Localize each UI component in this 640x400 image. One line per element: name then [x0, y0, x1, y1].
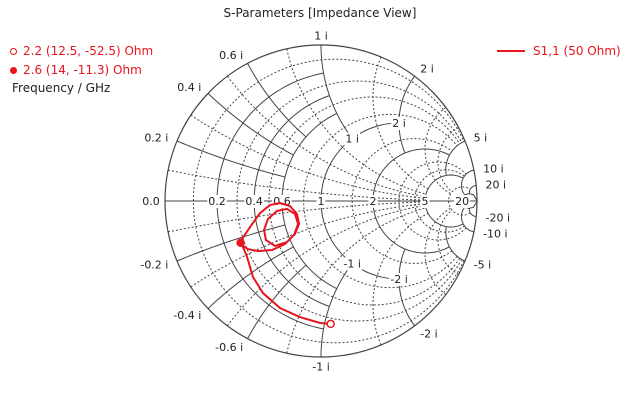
reactance-gridline-minor: [424, 207, 451, 295]
reactance-tick-label-inner: 2 i: [392, 117, 406, 130]
reactance-tick-label: -0.2 i: [140, 259, 168, 272]
reactance-gridline: [320, 263, 353, 358]
tick-label-background: [420, 195, 430, 208]
reactance-gridline: [468, 208, 477, 218]
reactance-gridline-minor: [437, 209, 459, 275]
reactance-tick-label: 20 i: [486, 179, 507, 192]
reactance-tick-label-inner: -1 i: [343, 257, 361, 270]
tick-label-background: [454, 195, 471, 208]
reactance-gridline: [445, 226, 466, 262]
open-circle-marker-icon: [10, 47, 17, 55]
legend: S1,1 (50 Ohm): [497, 44, 621, 58]
s11-trace: [238, 201, 331, 325]
resistance-tick-label: 5: [422, 195, 429, 208]
filled-marker-point: [236, 238, 245, 247]
reactance-gridline: [460, 206, 475, 233]
reactance-tick-label: 10 i: [483, 162, 504, 175]
reactance-tick-label: 0.2 i: [144, 131, 168, 144]
reactance-gridline: [398, 75, 416, 154]
marker-1-label: 2.2 (12.5, -52.5) Ohm: [23, 44, 154, 58]
marker-2-label: 2.6 (14, -11.3) Ohm: [23, 63, 142, 77]
reactance-gridline-minor: [372, 56, 429, 190]
reactance-tick-label: -10 i: [483, 228, 508, 241]
marker-readout-1: 2.2 (12.5, -52.5) Ohm: [10, 44, 153, 58]
tick-label-background: [141, 195, 161, 208]
reactance-gridline: [445, 140, 466, 176]
tick-label-background: [244, 195, 264, 208]
reactance-gridline: [320, 44, 353, 139]
tick-label-background: [316, 195, 326, 208]
reactance-gridline: [468, 184, 477, 194]
resistance-tick-label: 0.4: [245, 195, 263, 208]
resistance-tick-label: 0.2: [208, 195, 226, 208]
reactance-tick-label: -0.6 i: [215, 341, 243, 354]
reactance-gridline-minor: [227, 204, 426, 327]
reactance-gridline-minor: [190, 203, 426, 288]
reactance-gridline: [247, 63, 307, 138]
reactance-gridline-minor: [437, 127, 459, 193]
marker-readout-2: 2.6 (14, -11.3) Ohm: [10, 63, 142, 77]
tick-label-background: [389, 273, 409, 286]
reactance-tick-label: 2 i: [420, 63, 434, 76]
reactance-gridline: [207, 93, 294, 156]
reactance-gridline: [460, 169, 475, 196]
reactance-tick-label-inner: -2 i: [390, 273, 408, 286]
reactance-gridline-minor: [227, 75, 426, 198]
reactance-tick-label: -20 i: [486, 211, 511, 224]
resistance-tick-label: 0.0: [142, 195, 160, 208]
reactance-gridline-minor: [286, 48, 427, 195]
legend-line-swatch: [497, 50, 525, 52]
resistance-tick-label: 1: [318, 195, 325, 208]
tick-label-background: [344, 132, 360, 146]
reactance-tick-label: 5 i: [474, 131, 488, 144]
legend-label: S1,1 (50 Ohm): [533, 44, 621, 58]
open-marker-point: [326, 319, 335, 329]
reactance-gridline: [176, 224, 286, 262]
reactance-tick-label: -1 i: [312, 360, 330, 373]
reactance-tick-label: 0.4 i: [177, 81, 201, 94]
reactance-tick-label: 0.6 i: [219, 49, 243, 62]
tick-label-background: [368, 195, 378, 208]
resistance-gridline-minor: [236, 80, 463, 322]
chart-title: S-Parameters [Impedance View]: [223, 6, 417, 20]
tick-label-background: [391, 117, 407, 130]
reactance-gridline-minor: [286, 207, 427, 354]
marker-axis-label: Frequency / GHz: [12, 81, 111, 95]
resistance-gridline-minor: [268, 96, 461, 306]
reactance-tick-label: -0.4 i: [173, 309, 201, 322]
reactance-tick-label: -2 i: [420, 327, 438, 340]
reactance-gridline-minor: [372, 212, 429, 346]
resistance-tick-label: 20: [455, 195, 469, 208]
reactance-tick-label: 1 i: [314, 30, 328, 43]
reactance-tick-label: -5 i: [474, 259, 492, 272]
tick-label-background: [207, 195, 227, 208]
resistance-tick-label: 2: [370, 195, 377, 208]
reactance-gridline-minor: [167, 201, 426, 233]
reactance-gridline: [247, 264, 307, 339]
reactance-gridline-minor: [190, 114, 426, 199]
reactance-gridline: [176, 140, 286, 178]
reactance-gridline-minor: [167, 169, 426, 201]
reactance-gridline: [398, 248, 416, 327]
reactance-tick-label-inner: 1 i: [345, 133, 359, 146]
filled-circle-marker-icon: [10, 66, 17, 74]
reactance-gridline: [207, 246, 294, 309]
tick-label-background: [342, 257, 362, 271]
reactance-gridline-minor: [424, 107, 451, 195]
